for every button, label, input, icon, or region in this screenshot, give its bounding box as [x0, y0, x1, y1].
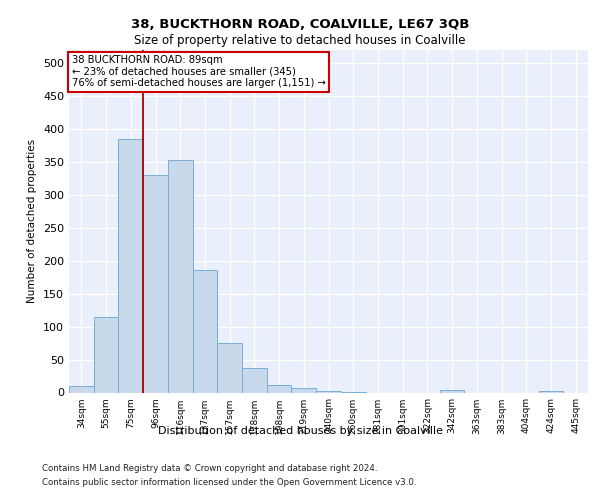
Text: 38 BUCKTHORN ROAD: 89sqm
← 23% of detached houses are smaller (345)
76% of semi-: 38 BUCKTHORN ROAD: 89sqm ← 23% of detach… [71, 55, 325, 88]
Text: 38, BUCKTHORN ROAD, COALVILLE, LE67 3QB: 38, BUCKTHORN ROAD, COALVILLE, LE67 3QB [131, 18, 469, 30]
Bar [267, 384, 292, 392]
Bar [69, 386, 94, 392]
Text: Size of property relative to detached houses in Coalville: Size of property relative to detached ho… [134, 34, 466, 47]
Bar [242, 368, 267, 392]
Bar [539, 390, 563, 392]
Text: Distribution of detached houses by size in Coalville: Distribution of detached houses by size … [157, 426, 443, 436]
Bar [292, 388, 316, 392]
Bar [143, 175, 168, 392]
Bar [316, 390, 341, 392]
Text: Contains public sector information licensed under the Open Government Licence v3: Contains public sector information licen… [42, 478, 416, 487]
Y-axis label: Number of detached properties: Number of detached properties [28, 139, 37, 304]
Text: Contains HM Land Registry data © Crown copyright and database right 2024.: Contains HM Land Registry data © Crown c… [42, 464, 377, 473]
Bar [118, 139, 143, 392]
Bar [193, 270, 217, 392]
Bar [217, 343, 242, 392]
Bar [440, 390, 464, 392]
Bar [94, 317, 118, 392]
Bar [168, 160, 193, 392]
